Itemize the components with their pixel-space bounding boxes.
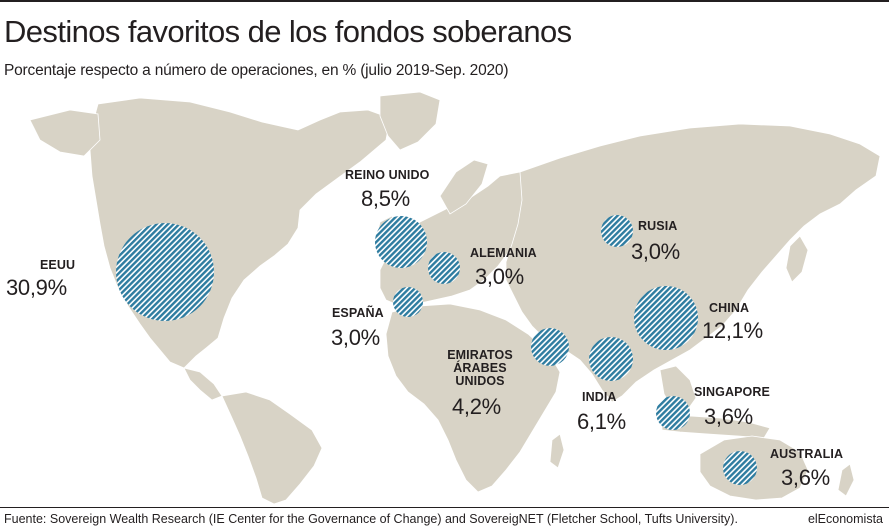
bubble-australia [723,451,757,485]
top-rule [0,0,889,2]
label-name-india: INDIA [582,390,617,404]
bubble-emiratos [531,328,569,366]
label-name-china: CHINA [709,301,750,315]
label-name-emiratos-line2: ÁRABES [453,361,507,375]
label-name-australia: AUSTRALIA [770,447,844,461]
label-value-india: 6,1% [577,409,626,434]
label-value-emiratos: 4,2% [452,394,501,419]
label-name-espana: ESPAÑA [332,306,384,320]
land-new-zealand [837,463,855,497]
world-map [29,91,881,504]
label-name-emiratos-line3: UNIDOS [455,374,505,388]
brand-credit: elEconomista [807,512,883,526]
land-scandinavia [439,159,489,215]
label-name-alemania: ALEMANIA [470,246,537,260]
land-asia [505,123,881,403]
label-name-emiratos-line1: EMIRATOS [447,348,513,362]
label-name-eeuu: EEUU [40,258,76,272]
label-value-alemania: 3,0% [475,264,524,289]
bubble-china [634,286,698,350]
source-note: Fuente: Sovereign Wealth Research (IE Ce… [4,512,738,526]
bubble-reino-unido [375,216,427,268]
label-value-singapore: 3,6% [704,404,753,429]
label-value-australia: 3,6% [781,465,830,490]
land-madagascar [549,433,565,469]
label-name-reino-unido: REINO UNIDO [345,168,430,182]
label-value-eeuu: 30,9% [6,275,67,300]
land-alaska [29,109,101,157]
land-greenland [379,91,441,151]
bottom-rule [0,507,889,508]
bubble-singapore [656,396,690,430]
land-south-america [221,391,323,504]
bubble-india [589,337,633,381]
land-central-america [183,367,223,401]
chart-subtitle: Porcentaje respecto a número de operacio… [4,62,509,79]
bubble-rusia [601,215,633,247]
land-africa [385,303,561,493]
label-name-singapore: SINGAPORE [694,385,770,399]
label-name-rusia: RUSIA [638,219,678,233]
bubble-alemania [428,252,460,284]
bubble-eeuu [116,223,214,321]
label-value-rusia: 3,0% [631,239,680,264]
label-value-china: 12,1% [702,318,763,343]
chart-title: Destinos favoritos de los fondos soberan… [4,14,572,49]
label-value-reino-unido: 8,5% [361,186,410,211]
bubble-espana [393,287,423,317]
land-japan [785,235,809,283]
label-value-espana: 3,0% [331,325,380,350]
